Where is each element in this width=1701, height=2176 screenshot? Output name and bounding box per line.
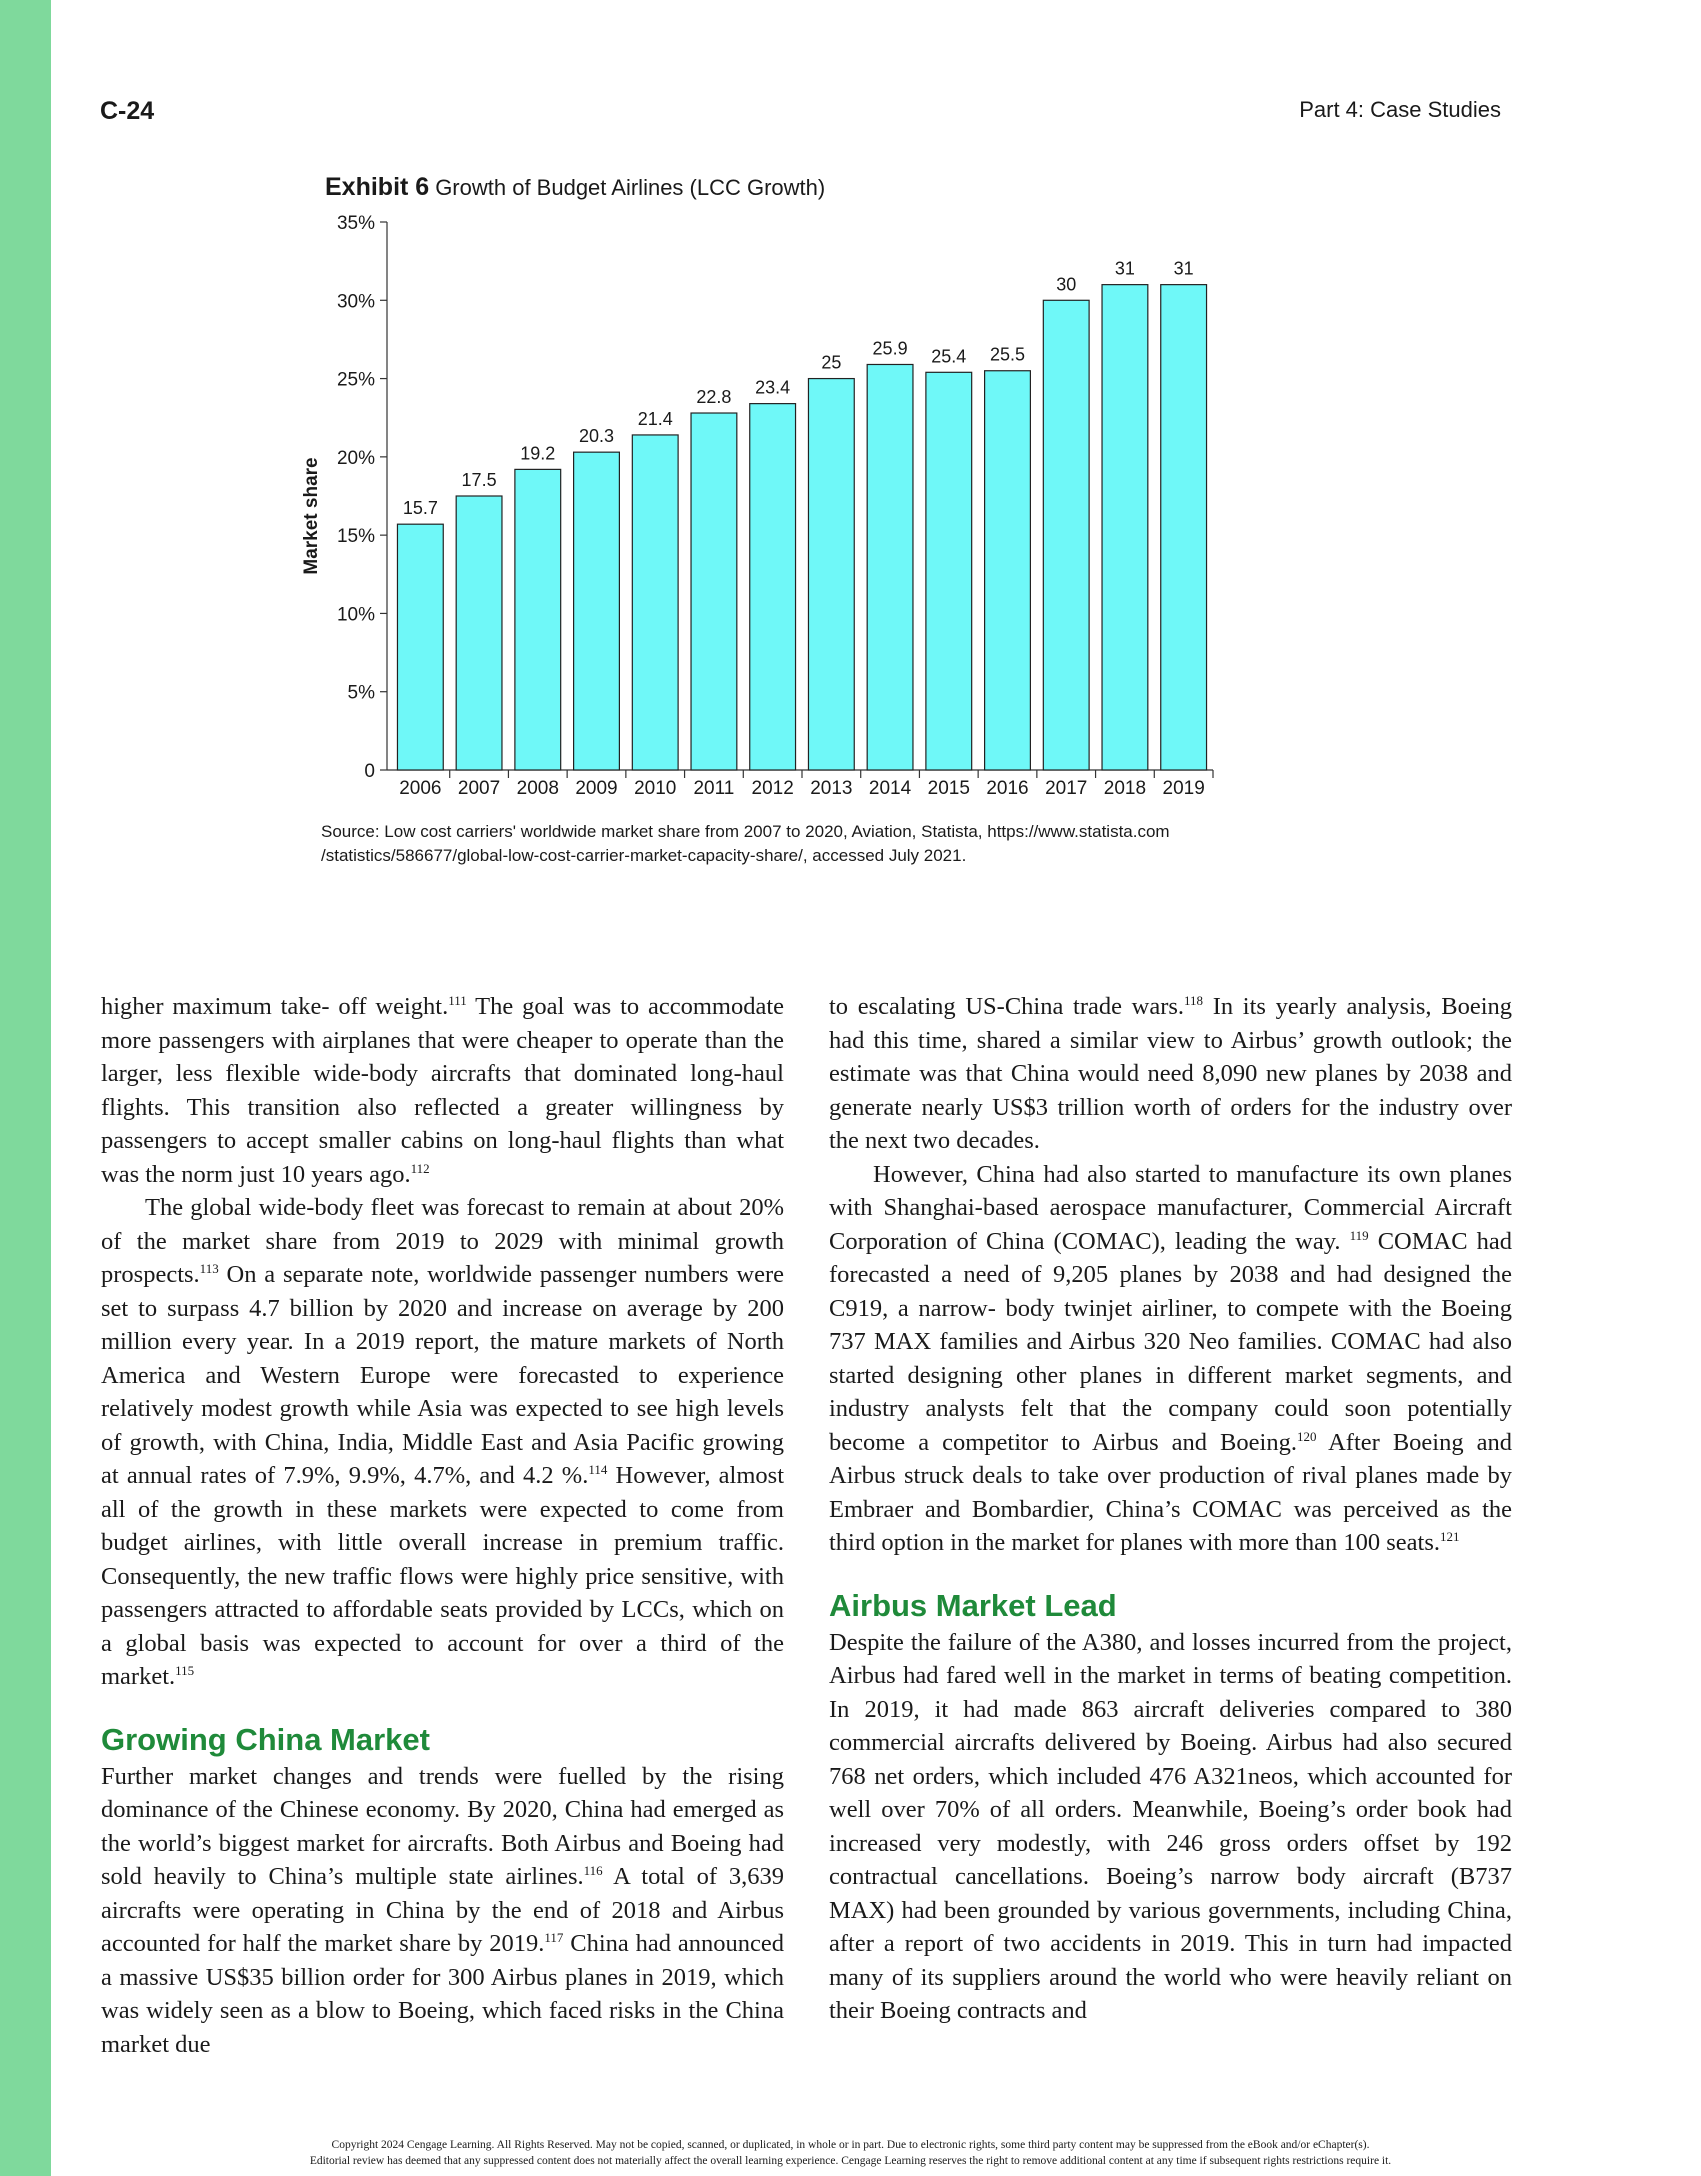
y-tick-label: 25% [337,370,375,391]
data-label-2018: 31 [1115,259,1135,279]
bar-2008 [514,468,562,771]
data-label-2008: 19.2 [520,443,555,463]
bar-2009 [573,451,620,771]
bar-2016 [984,370,1031,771]
bar-2019 [1160,284,1208,771]
x-tick-label-2018: 2018 [1104,778,1146,799]
x-tick-label-2016: 2016 [986,778,1028,799]
lcc-growth-bar-chart: 0 5% 10% 15% 20% 25% 30% 35% Market share 15.7 200… [301,213,1214,799]
y-tick-label: 20% [337,448,375,469]
x-tick-label-2009: 2009 [575,778,617,799]
x-tick-label-2019: 2019 [1163,778,1205,799]
data-label-2014: 25.9 [873,338,908,358]
y-axis-label: Market share [301,457,322,574]
paragraph: Further market changes and trends were f… [101,1762,784,2058]
x-tick-label-2014: 2014 [869,778,912,799]
data-label-2019: 31 [1174,259,1194,279]
source-line-2: /statistics/586677/global-low-cost-carri… [321,846,967,865]
data-label-2011: 22.8 [696,387,731,407]
y-tick-label: 35% [337,213,375,234]
exhibit-caption: Growth of Budget Airlines (LCC Growth) [435,175,826,200]
paragraph: Despite the failure of the A380, and los… [829,1628,1512,2025]
data-label-2016: 25.5 [990,345,1025,365]
x-tick-label-2006: 2006 [399,778,441,799]
heading-growing-china-market: Growing China Market [101,1721,430,1757]
y-tick-label: 15% [337,526,375,547]
y-tick-label: 0 [364,761,375,782]
bar-2011 [690,412,738,771]
x-tick-label-2013: 2013 [810,778,852,799]
data-label-2013: 25 [821,353,841,373]
data-label-2010: 21.4 [638,409,673,429]
bar-2007 [455,495,503,771]
body-column-left: higher maximum take- off weight.111 The … [101,990,784,2061]
y-tick-label: 5% [348,683,376,704]
bar-2018 [1101,284,1149,771]
bar-2013 [807,377,855,771]
bar-2017 [1042,299,1090,771]
x-tick-label-2007: 2007 [458,778,500,799]
exhibit-title: Exhibit 6 Growth of Budget Airlines (LCC … [325,173,825,202]
source-line-1: Source: Low cost carriers' worldwide mar… [321,822,1170,841]
page-number: C-24 [100,97,155,125]
exhibit-label: Exhibit 6 [325,173,430,201]
data-label-2012: 23.4 [755,378,790,398]
paragraph: higher maximum take- off weight.111 The … [101,992,785,1188]
y-tick-label: 10% [337,604,375,625]
paragraph: The global wide-body fleet was forecast … [101,1194,784,1690]
bar-2006 [396,523,444,771]
x-tick-label-2011: 2011 [693,778,734,799]
side-color-band [0,0,51,2176]
bar-2014 [866,363,914,771]
y-tick-label: 30% [337,291,375,312]
bar-2010 [631,434,679,771]
heading-airbus-market-lead: Airbus Market Lead [829,1587,1117,1623]
data-label-2017: 30 [1056,274,1076,294]
x-tick-label-2008: 2008 [517,778,559,799]
bar-2015 [925,371,973,771]
copyright-line-2: Editorial review has deemed that any sup… [309,2155,1392,2167]
x-tick-label-2017: 2017 [1045,778,1087,799]
data-label-2006: 15.7 [403,498,438,518]
x-tick-label-2010: 2010 [634,778,676,799]
x-tick-label-2012: 2012 [752,778,794,799]
x-tick-label-2015: 2015 [928,778,970,799]
chart-source: Source: Low cost carriers' worldwide mar… [321,820,1221,868]
paragraph: to escalating US-China trade wars.118 In… [829,992,1512,1154]
copyright-line-1: Copyright 2024 Cengage Learning. All Rig… [331,2139,1370,2151]
data-label-2009: 20.3 [579,426,614,446]
data-label-2015: 25.4 [931,346,966,366]
body-column-right: to escalating US-China trade wars.118 In… [829,990,1512,2028]
section-title: Part 4: Case Studies [1299,97,1501,122]
bar-2012 [749,403,797,771]
paragraph: However, China had also started to manuf… [829,1160,1512,1557]
data-label-2007: 17.5 [462,470,497,490]
